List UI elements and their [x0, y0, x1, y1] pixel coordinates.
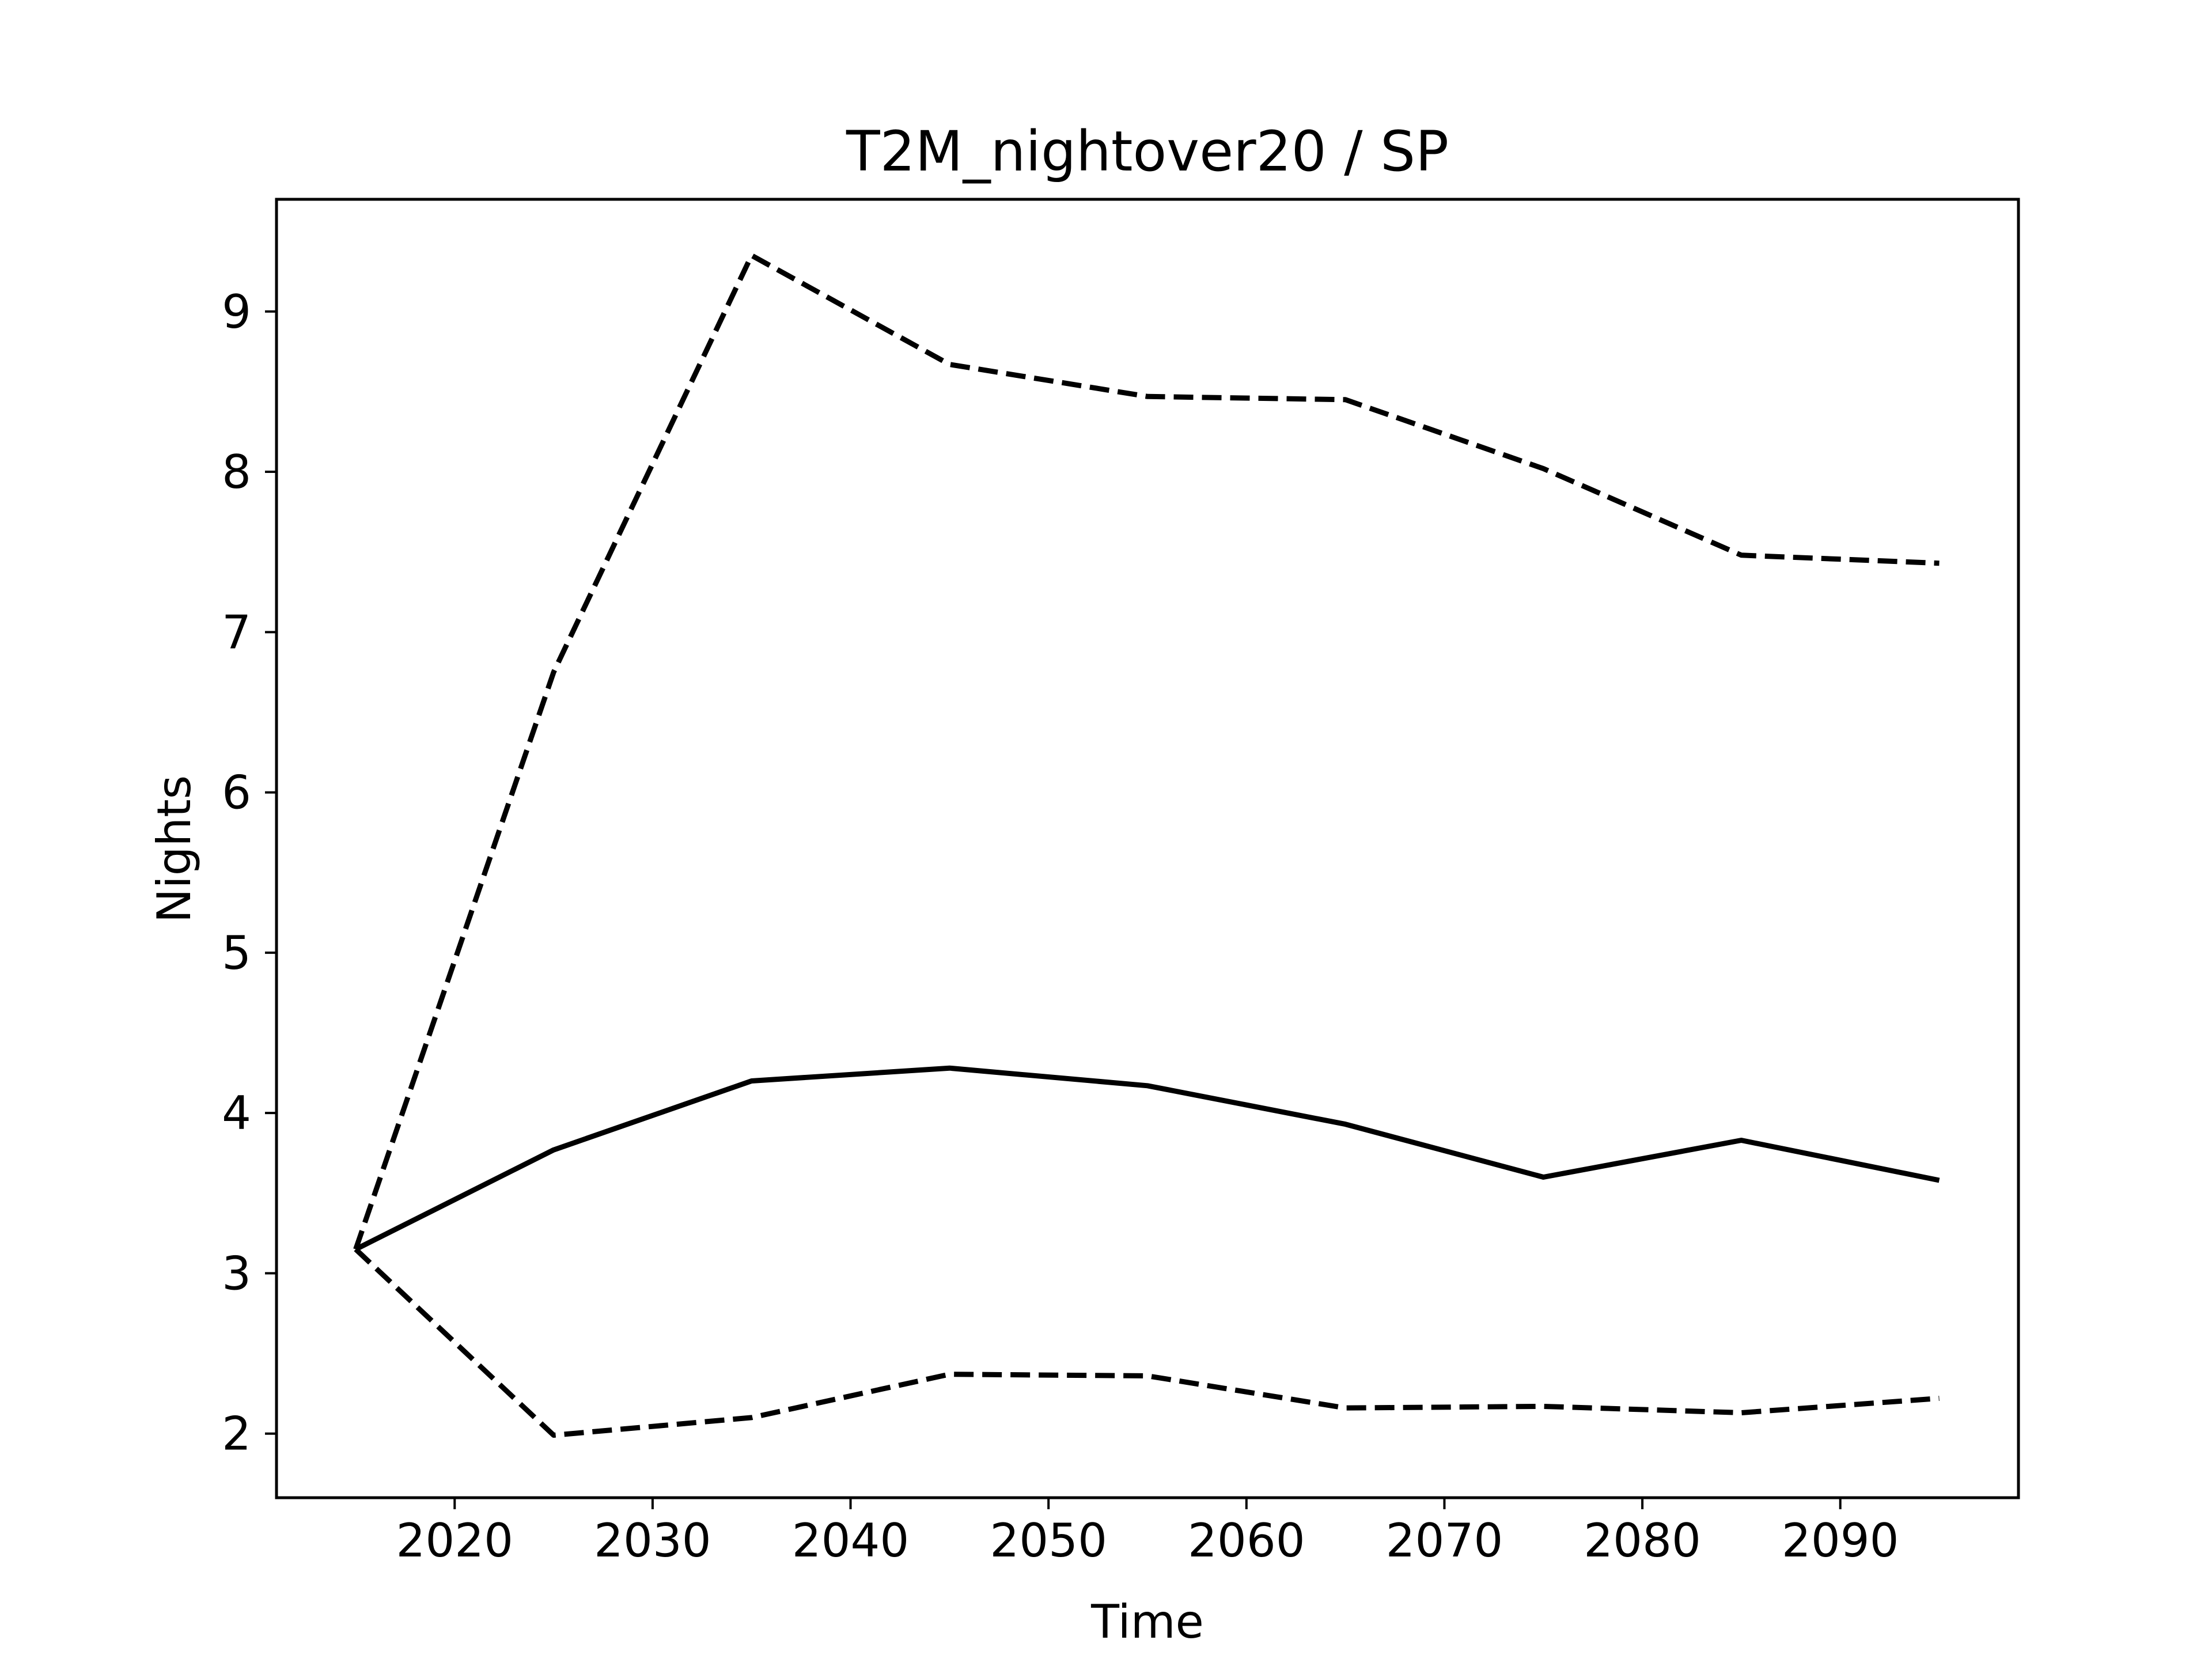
- series-line-1-dashed: [353, 252, 1940, 1251]
- x-tick-label: 2080: [1584, 1514, 1701, 1567]
- y-tick-label: 4: [222, 1086, 251, 1140]
- y-axis-label: Nights: [147, 775, 201, 923]
- series-layer: [353, 252, 1940, 1438]
- y-tick-label: 2: [222, 1407, 251, 1461]
- x-tick-label: 2060: [1188, 1514, 1305, 1567]
- chart-title: T2M_nightover20 / SP: [846, 119, 1449, 184]
- y-tick-label: 9: [222, 285, 251, 339]
- y-tick-label: 8: [222, 445, 251, 499]
- x-tick-label: 2030: [594, 1514, 711, 1567]
- x-tick-label: 2070: [1386, 1514, 1503, 1567]
- x-axis-label: Time: [1090, 1595, 1204, 1649]
- x-tick-label: 2090: [1782, 1514, 1899, 1567]
- y-tick-label: 3: [222, 1247, 251, 1300]
- series-line-2-solid: [354, 1065, 1940, 1252]
- y-axis: 2 3 4 5 6 7 8 9: [222, 285, 276, 1461]
- plot-frame: [275, 198, 2020, 1499]
- y-tick-label: 6: [222, 766, 251, 820]
- x-tick-label: 2020: [396, 1514, 513, 1567]
- x-axis: 2020 2030 2040 2050 2060 2070 2080 2090: [396, 1498, 1899, 1567]
- y-tick-label: 5: [222, 926, 251, 980]
- x-tick-label: 2050: [990, 1514, 1107, 1567]
- series-line-3-dashed: [354, 1247, 1940, 1438]
- x-tick-label: 2040: [792, 1514, 910, 1567]
- y-tick-label: 7: [222, 605, 251, 659]
